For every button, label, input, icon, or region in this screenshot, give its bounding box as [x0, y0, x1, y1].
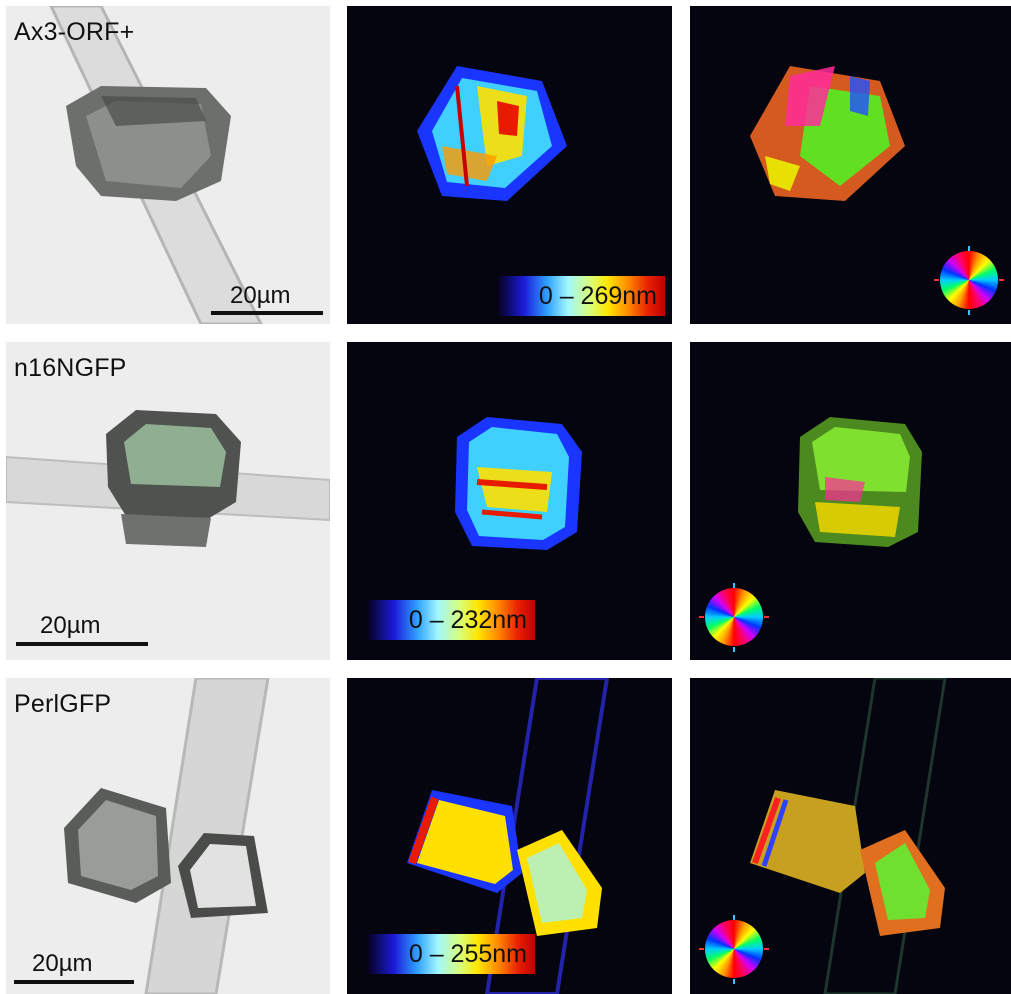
- brightfield-panel-n16: n16NGFP 20µm: [6, 342, 330, 660]
- wheel-tick-icon: [934, 279, 939, 281]
- retardance-panel-perl: 0 – 255nm: [347, 678, 672, 994]
- scale-bar: [211, 311, 323, 315]
- wheel-tick-icon: [733, 915, 735, 920]
- brightfield-panel-perl: PerlGFP 20µm: [6, 678, 330, 994]
- sample-label: PerlGFP: [14, 690, 112, 718]
- orientation-panel-n16: [690, 342, 1011, 660]
- scale-bar-label: 20µm: [40, 612, 101, 639]
- wheel-tick-icon: [999, 279, 1004, 281]
- retardance-range-label: 0 – 255nm: [408, 940, 527, 968]
- wheel-tick-icon: [764, 948, 769, 950]
- retardance-range-label: 0 – 232nm: [408, 606, 527, 634]
- retardance-scale-legend: 0 – 232nm: [367, 600, 535, 640]
- wheel-tick-icon: [733, 647, 735, 652]
- scale-bar-label: 20µm: [230, 282, 291, 309]
- brightfield-image-n16: [6, 342, 330, 660]
- orientation-panel-ax3: [690, 6, 1011, 324]
- color-wheel-icon: [705, 920, 763, 978]
- color-wheel-icon: [705, 588, 763, 646]
- retardance-range-label: 0 – 269nm: [538, 282, 657, 310]
- brightfield-image-perl: [6, 678, 330, 994]
- brightfield-panel-ax3: Ax3-ORF+ 20µm: [6, 6, 330, 324]
- sample-label: Ax3-ORF+: [14, 18, 135, 46]
- wheel-tick-icon: [699, 616, 704, 618]
- wheel-tick-icon: [968, 246, 970, 251]
- orientation-panel-perl: [690, 678, 1011, 994]
- retardance-scale-legend: 0 – 269nm: [497, 276, 665, 316]
- wheel-tick-icon: [764, 616, 769, 618]
- wheel-tick-icon: [699, 948, 704, 950]
- retardance-image-ax3: [347, 6, 672, 324]
- sample-label: n16NGFP: [14, 354, 127, 382]
- brightfield-image-ax3: [6, 6, 330, 324]
- retardance-scale-legend: 0 – 255nm: [367, 934, 535, 974]
- scale-bar: [16, 642, 148, 646]
- scale-bar: [14, 980, 134, 984]
- retardance-panel-ax3: 0 – 269nm: [347, 6, 672, 324]
- retardance-panel-n16: 0 – 232nm: [347, 342, 672, 660]
- wheel-tick-icon: [733, 583, 735, 588]
- wheel-tick-icon: [733, 979, 735, 984]
- color-wheel-icon: [940, 251, 998, 309]
- wheel-tick-icon: [968, 310, 970, 315]
- scale-bar-label: 20µm: [32, 950, 93, 977]
